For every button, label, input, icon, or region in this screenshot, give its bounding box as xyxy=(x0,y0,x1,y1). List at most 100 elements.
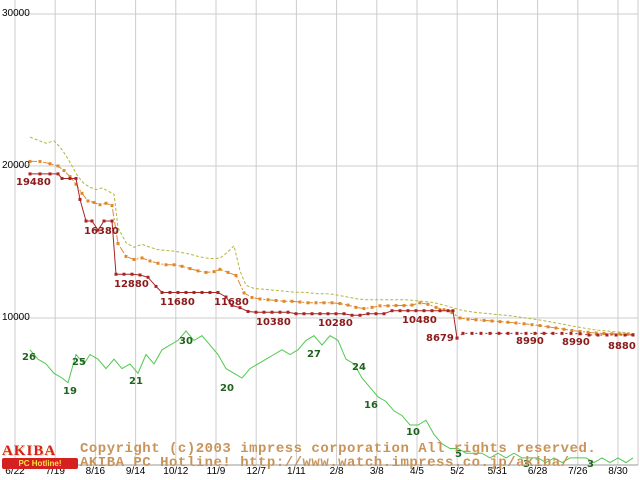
copyright-line2: AKIBA PC Hotline! http://www.watch.impre… xyxy=(80,455,570,471)
marker-average-price xyxy=(110,204,114,208)
marker-lowest-price xyxy=(208,290,212,294)
marker-average-price xyxy=(490,319,494,323)
marker-average-price xyxy=(522,322,526,326)
marker-average-price xyxy=(426,302,430,306)
count-label: 27 xyxy=(307,349,321,360)
marker-average-price xyxy=(258,297,262,301)
marker-average-price xyxy=(86,199,90,203)
marker-average-price xyxy=(104,201,108,205)
marker-average-price xyxy=(164,263,168,267)
marker-average-price xyxy=(74,182,78,186)
x-axis-label: 4/5 xyxy=(410,466,424,477)
series-highest-price xyxy=(29,136,631,334)
marker-lowest-price xyxy=(438,309,442,313)
marker-average-price xyxy=(242,291,246,295)
x-axis-label: 12/7 xyxy=(246,466,266,477)
count-label: 25 xyxy=(72,357,86,368)
marker-lowest-price xyxy=(414,309,418,313)
marker-lowest-price xyxy=(262,310,266,314)
y-axis-label: 30000 xyxy=(2,8,30,19)
marker-lowest-price xyxy=(122,272,126,276)
marker-average-price xyxy=(330,301,334,305)
x-axis-label: 6/22 xyxy=(5,466,25,477)
marker-average-price xyxy=(218,267,222,271)
marker-average-price xyxy=(514,321,518,325)
y-axis-label: 20000 xyxy=(2,160,30,171)
marker-lowest-price-continued xyxy=(542,331,546,335)
marker-lowest-price xyxy=(350,313,354,317)
count-label: 20 xyxy=(220,383,234,394)
copyright-line1: Copyright (c)2003 impress corporation Al… xyxy=(80,441,597,457)
count-label: 3 xyxy=(523,459,530,470)
marker-lowest-price xyxy=(224,295,228,299)
marker-average-price xyxy=(204,270,208,274)
marker-lowest-price xyxy=(422,309,426,313)
marker-average-price xyxy=(282,299,286,303)
marker-average-price xyxy=(188,267,192,271)
marker-lowest-price xyxy=(68,176,72,180)
price-label: 8990 xyxy=(562,337,590,348)
x-axis-label: 5/2 xyxy=(450,466,465,477)
marker-lowest-price-continued xyxy=(560,331,564,335)
marker-average-price xyxy=(386,304,390,308)
marker-lowest-price xyxy=(96,228,100,232)
marker-lowest-price xyxy=(366,312,370,316)
x-axis-label: 8/30 xyxy=(608,466,628,477)
marker-lowest-price xyxy=(294,312,298,316)
marker-average-price xyxy=(434,305,438,309)
logo-pc-hotline-badge: PC Hotline! xyxy=(2,458,78,469)
marker-lowest-price xyxy=(398,309,402,313)
marker-lowest-price-continued xyxy=(515,331,519,335)
marker-lowest-price xyxy=(48,172,52,176)
marker-average-price xyxy=(530,323,534,327)
marker-lowest-price xyxy=(154,284,158,288)
marker-lowest-price-continued xyxy=(551,331,555,335)
marker-lowest-price-continued xyxy=(479,331,483,335)
marker-average-price xyxy=(346,303,350,307)
marker-lowest-price xyxy=(326,312,330,316)
marker-average-price xyxy=(370,305,374,309)
marker-average-price xyxy=(578,330,582,334)
price-label: 10480 xyxy=(402,315,437,326)
count-label: 30 xyxy=(179,336,193,347)
marker-lowest-price xyxy=(318,312,322,316)
x-axis-label: 10/12 xyxy=(163,466,189,477)
marker-lowest-price xyxy=(74,176,78,180)
count-label: 24 xyxy=(352,362,366,373)
marker-average-price xyxy=(450,311,454,315)
marker-average-price xyxy=(322,301,326,305)
series-shop-count xyxy=(29,330,634,464)
marker-lowest-price-continued xyxy=(533,331,537,335)
marker-average-price xyxy=(618,332,622,336)
count-label: 3 xyxy=(587,459,594,470)
marker-lowest-price xyxy=(38,172,42,176)
marker-average-price xyxy=(498,320,502,324)
marker-lowest-price xyxy=(246,309,250,313)
marker-average-price xyxy=(602,332,606,336)
price-label: 11680 xyxy=(214,297,249,308)
marker-lowest-price-continued xyxy=(623,333,627,337)
price-label: 8990 xyxy=(516,336,544,347)
marker-average-price xyxy=(148,259,152,263)
marker-average-price xyxy=(124,254,128,258)
marker-average-price xyxy=(354,305,358,309)
marker-lowest-price xyxy=(28,172,32,176)
marker-lowest-price xyxy=(382,312,386,316)
marker-average-price xyxy=(402,304,406,308)
marker-average-price xyxy=(362,307,366,311)
x-axis-label: 3/8 xyxy=(369,466,384,477)
marker-lowest-price xyxy=(430,309,434,313)
y-axis-label: 10000 xyxy=(2,312,30,323)
marker-average-price xyxy=(234,273,238,277)
marker-average-price xyxy=(92,200,96,204)
marker-lowest-price xyxy=(358,313,362,317)
marker-average-price xyxy=(610,332,614,336)
x-axis-label: 7/26 xyxy=(568,466,588,477)
marker-average-price xyxy=(180,264,184,268)
marker-lowest-price xyxy=(160,290,164,294)
marker-lowest-price-continued xyxy=(488,331,492,335)
marker-average-price xyxy=(378,304,382,308)
marker-lowest-price xyxy=(84,219,88,223)
